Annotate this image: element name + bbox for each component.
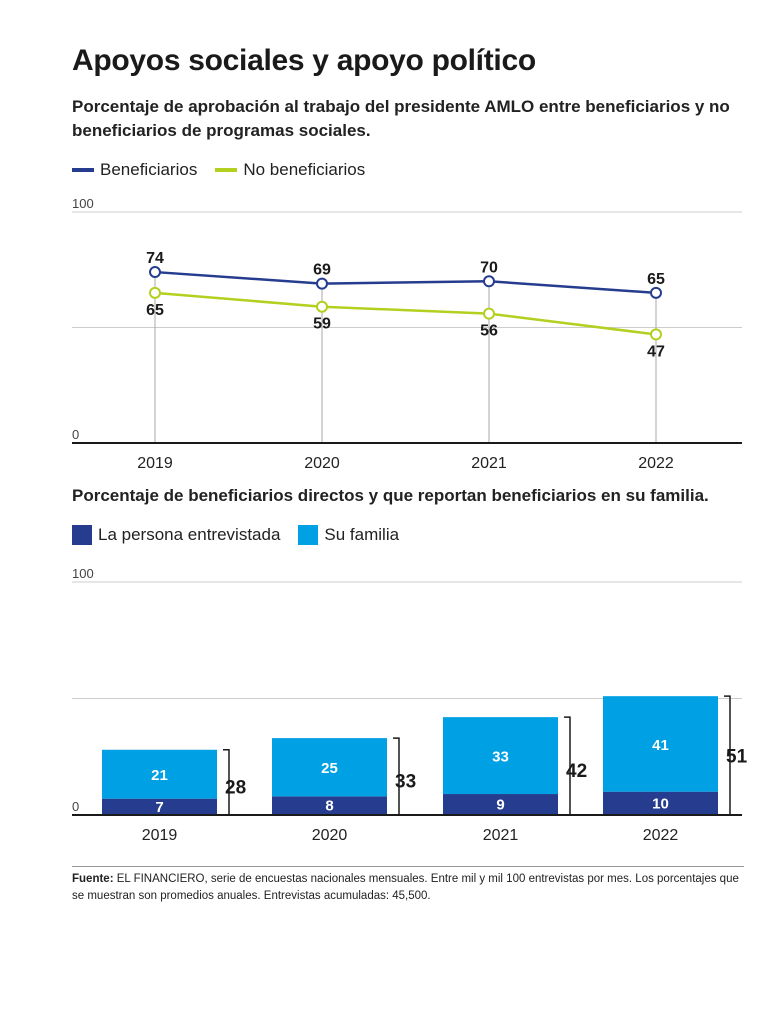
x-tick-label-2020: 2020 [304,455,340,472]
x-tick-label-2022: 2022 [643,827,679,844]
line-chart: 100 0 74 69 70 65 65 59 56 47 2019 2020 2021 2022 [72,196,742,472]
series-line-beneficiarios [154,270,657,295]
x-tick-label-2021: 2021 [483,827,519,844]
point-no-beneficiarios-2022 [650,328,662,341]
legend-label-persona: La persona entrevistada [98,525,281,544]
x-tick-label-2021: 2021 [471,455,507,472]
legend-swatch-familia [298,525,319,545]
chart-title: Apoyos sociales y apoyo político [72,44,536,77]
series-line-no-beneficiarios [154,291,657,336]
legend-item-persona: La persona entrevistada [72,525,280,545]
bar-label-persona-2021: 9 [496,797,504,814]
legend-item-no-beneficiarios: No beneficiarios [215,160,365,180]
bar-label-familia-2021: 33 [492,749,509,766]
bar-familia-2019 [102,749,217,799]
total-label-2020: 33 [395,772,416,793]
total-label-2019: 28 [225,777,246,798]
bar-persona-2019 [102,798,217,815]
point-no-beneficiarios-2020 [316,300,328,313]
legend-label-no-beneficiarios: No beneficiarios [243,160,366,179]
line-chart-subtitle: Porcentaje de aprobación al trabajo del … [72,97,730,140]
total-label-2022: 51 [726,747,748,768]
bar-persona-2021 [443,794,558,815]
data-label-no-beneficiarios-2019: 65 [146,302,164,319]
data-label-beneficiarios-2021: 70 [480,259,498,276]
point-no-beneficiarios-2021 [483,307,495,320]
bar-label-familia-2019: 21 [151,767,168,784]
footer-source-label: Fuente: [72,873,114,885]
bar-label-familia-2020: 25 [321,760,338,777]
footer-source-text: EL FINANCIERO, serie de encuestas nacion… [72,873,739,902]
data-label-beneficiarios-2019: 74 [146,250,164,267]
x-tick-label-2019: 2019 [142,827,178,844]
total-label-2021: 42 [566,761,587,782]
x-tick-label-2020: 2020 [312,827,348,844]
footer-source: Fuente: EL FINANCIERO, serie de encuesta… [72,866,744,905]
data-label-no-beneficiarios-2022: 47 [647,343,665,360]
data-label-beneficiarios-2020: 69 [313,262,331,279]
data-label-beneficiarios-2022: 65 [647,271,665,288]
legend-item-beneficiarios: Beneficiarios [72,160,197,180]
bar-label-persona-2019: 7 [155,799,163,816]
point-beneficiarios-2019 [149,266,161,279]
line-chart-legend: Beneficiarios No beneficiarios [72,160,365,180]
y-tick-label-100: 100 [72,196,94,211]
bar-familia-2021 [443,717,558,795]
y-tick-label-100: 100 [72,566,94,581]
legend-label-beneficiarios: Beneficiarios [100,160,198,179]
legend-swatch-no-beneficiarios [215,168,238,172]
x-tick-label-2022: 2022 [638,455,674,472]
data-label-no-beneficiarios-2020: 59 [313,316,331,333]
bar-label-persona-2020: 8 [325,798,333,815]
bar-familia-2020 [272,738,387,797]
bar-familia-2022 [603,696,718,792]
point-beneficiarios-2020 [316,277,328,290]
x-tick-label-2019: 2019 [137,455,173,472]
point-beneficiarios-2022 [650,286,662,299]
point-beneficiarios-2021 [483,275,495,288]
data-label-no-beneficiarios-2021: 56 [480,323,498,340]
legend-item-familia: Su familia [298,525,399,545]
bar-chart: 100 0 7 21 28 8 25 33 9 33 42 10 41 51 2019 2020 2021 202… [72,566,748,844]
bar-chart-legend: La persona entrevistada Su familia [72,525,399,545]
bar-persona-2020 [272,796,387,815]
bar-chart-subtitle: Porcentaje de beneficiarios directos y q… [72,486,709,505]
point-no-beneficiarios-2019 [149,286,161,299]
bar-label-familia-2022: 41 [652,737,669,754]
legend-label-familia: Su familia [324,525,400,544]
y-tick-label-0: 0 [72,427,79,442]
y-tick-label-0: 0 [72,799,79,814]
legend-swatch-persona [72,525,92,545]
legend-swatch-beneficiarios [72,168,94,172]
bar-label-persona-2022: 10 [652,795,669,812]
bar-persona-2022 [603,791,718,815]
